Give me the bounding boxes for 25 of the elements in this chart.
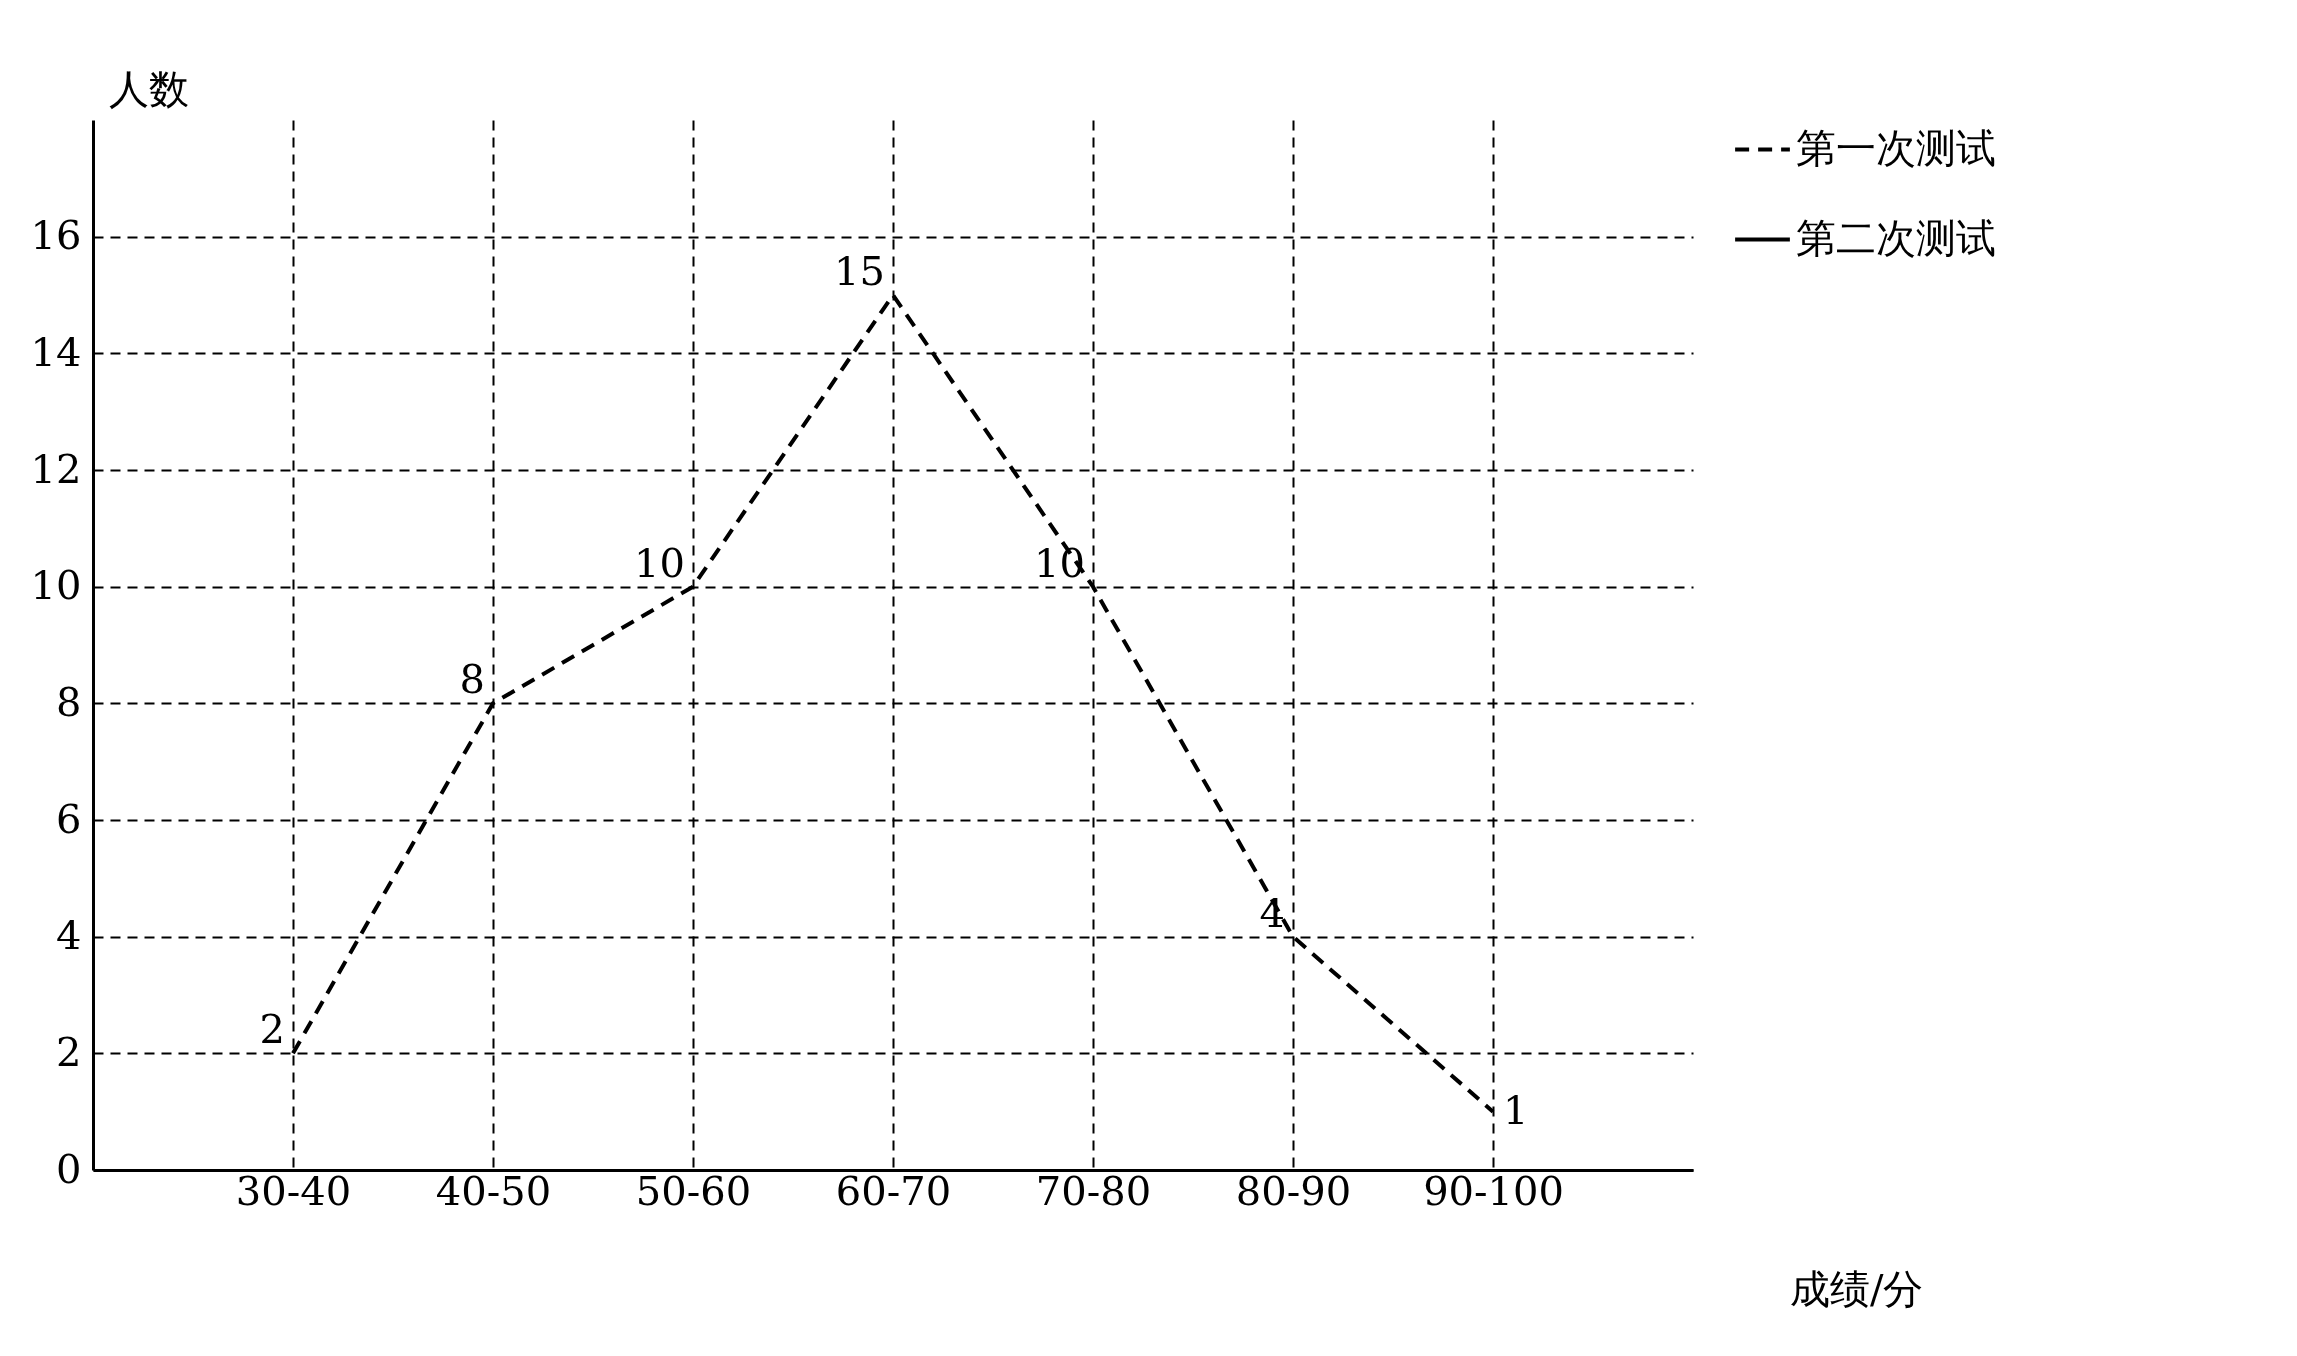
data-label: 2 xyxy=(259,1006,285,1053)
x-tick-label: 70-80 xyxy=(1035,1167,1152,1214)
data-label: 8 xyxy=(459,656,485,703)
legend-label: 第一次测试 xyxy=(1796,124,1996,171)
x-axis-title: 成绩/分 xyxy=(1790,1265,1924,1312)
y-tick-label: 10 xyxy=(30,562,82,609)
y-tick-label: 2 xyxy=(56,1028,82,1075)
data-label: 1 xyxy=(1503,1086,1529,1133)
legend-label: 第二次测试 xyxy=(1796,214,1996,261)
x-tick-label: 50-60 xyxy=(635,1167,752,1214)
y-tick-label: 12 xyxy=(30,445,82,492)
y-axis-title: 人数 xyxy=(108,65,189,112)
x-tick-label: 90-100 xyxy=(1423,1167,1564,1214)
y-tick-label: 14 xyxy=(30,328,82,375)
x-tick-label: 30-40 xyxy=(235,1167,352,1214)
y-tick-label: 4 xyxy=(56,912,82,959)
y-tick-label: 8 xyxy=(56,678,82,725)
y-tick-label: 6 xyxy=(56,795,82,842)
data-label: 10 xyxy=(634,539,685,586)
data-label: 15 xyxy=(834,248,885,294)
y-tick-label: 0 xyxy=(56,1145,82,1192)
x-tick-label: 40-50 xyxy=(435,1167,552,1214)
y-tick-label: 16 xyxy=(30,212,82,259)
x-tick-label: 60-70 xyxy=(835,1167,952,1214)
x-tick-label: 80-90 xyxy=(1235,1167,1352,1214)
